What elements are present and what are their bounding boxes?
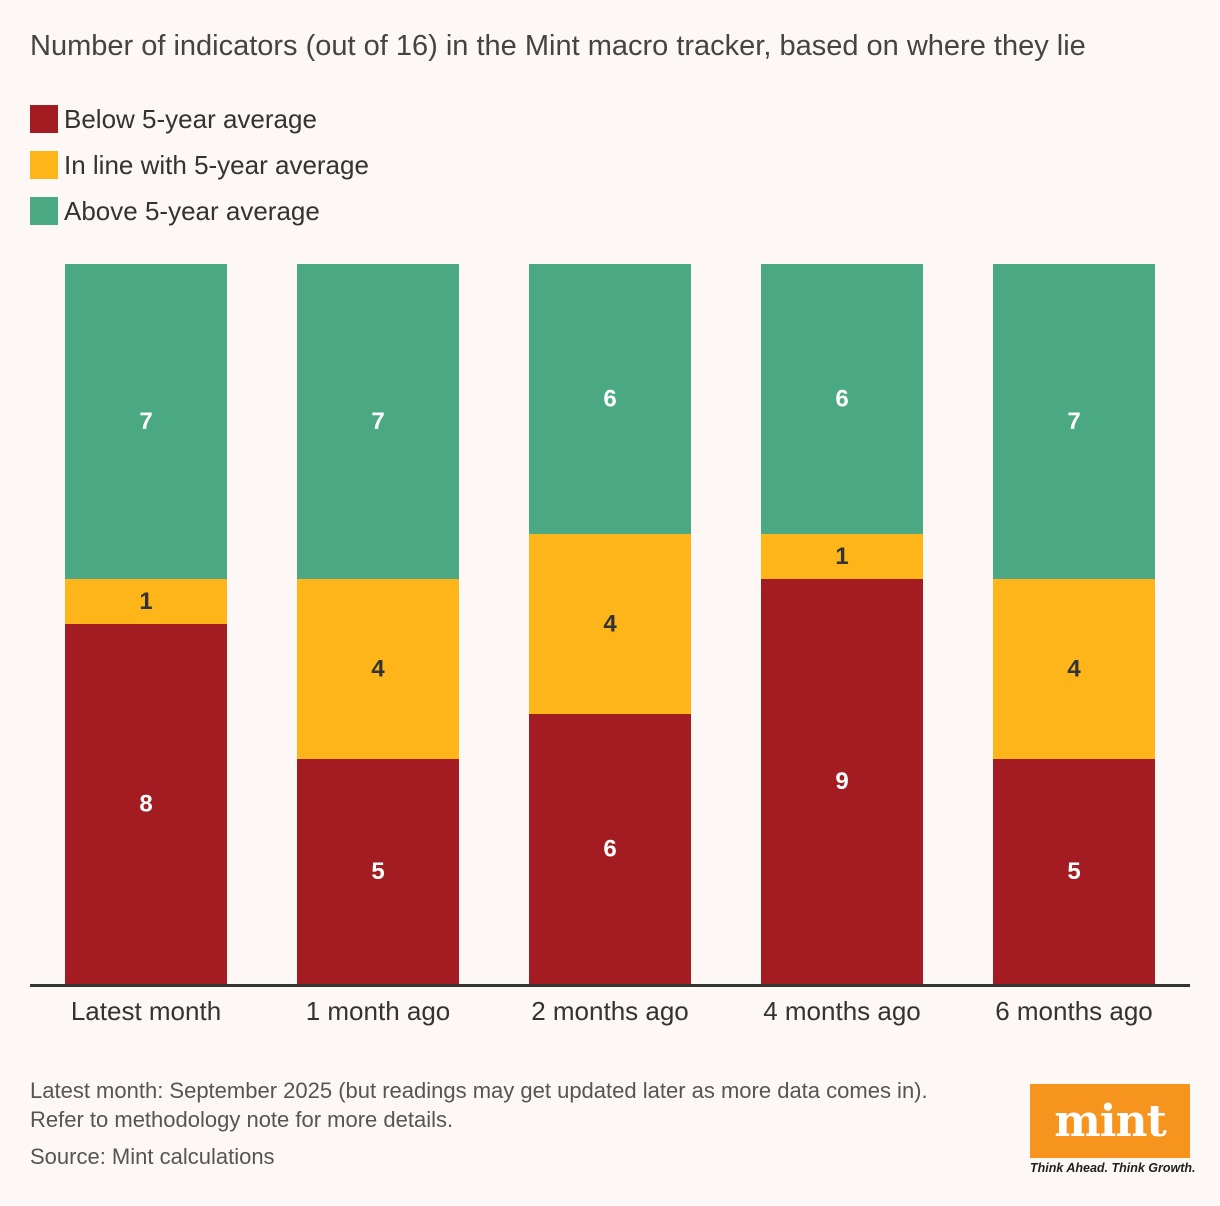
legend-label-inline: In line with 5-year average <box>64 149 369 180</box>
bar-segment-above-3 <box>529 264 691 534</box>
data-label-above-2: 7 <box>371 408 384 435</box>
data-label-below-2: 5 <box>371 858 384 885</box>
data-label-above-3: 6 <box>603 386 616 413</box>
data-label-inline-3: 4 <box>603 611 617 638</box>
data-label-below-3: 6 <box>603 836 616 863</box>
footnote: Latest month: September 2025 (but readin… <box>30 1076 928 1134</box>
bar-segment-inline-2 <box>297 579 459 759</box>
mint-logo: mint <box>1030 1084 1190 1158</box>
bar-segment-above-4 <box>761 264 923 534</box>
legend: Below 5-year average In line with 5-year… <box>30 96 369 234</box>
x-tick-label-4: 4 months ago <box>763 996 921 1026</box>
data-label-inline-4: 1 <box>835 543 848 570</box>
bar-segment-above-5 <box>993 264 1155 579</box>
stacked-bar-chart: 8 1 7 Latest month 5 4 7 1 month ago 6 4 6 2 months… <box>30 264 1190 1026</box>
data-label-inline-2: 4 <box>371 656 385 683</box>
bar-segment-inline-1 <box>65 579 227 624</box>
bar-segment-above-2 <box>297 264 459 579</box>
bar-segment-below-1 <box>65 624 227 984</box>
bar-segment-below-4 <box>761 579 923 984</box>
data-label-inline-5: 4 <box>1067 656 1081 683</box>
bar-segment-below-5 <box>993 759 1155 984</box>
data-label-above-1: 7 <box>139 408 152 435</box>
mint-logo-word: mint <box>1054 1095 1167 1147</box>
legend-item-below: Below 5-year average <box>30 96 369 142</box>
data-label-below-4: 9 <box>835 768 848 795</box>
x-tick-label-2: 1 month ago <box>306 996 451 1026</box>
source-note: Source: Mint calculations <box>30 1144 275 1169</box>
legend-item-inline: In line with 5-year average <box>30 142 369 188</box>
footnote-line-1: Latest month: September 2025 (but readin… <box>30 1078 928 1103</box>
legend-label-above: Above 5-year average <box>64 195 320 226</box>
bar-segment-inline-4 <box>761 534 923 579</box>
x-tick-label-1: Latest month <box>71 996 221 1026</box>
bar-segment-inline-5 <box>993 579 1155 759</box>
chart-title: Number of indicators (out of 16) in the … <box>30 30 1086 62</box>
data-label-inline-1: 1 <box>139 588 152 615</box>
bar-segment-above-1 <box>65 264 227 579</box>
legend-swatch-above <box>30 197 58 225</box>
x-tick-label-5: 6 months ago <box>995 996 1153 1026</box>
legend-swatch-below <box>30 105 58 133</box>
bar-segment-inline-3 <box>529 534 691 714</box>
bar-segment-below-3 <box>529 714 691 984</box>
data-label-below-1: 8 <box>139 791 152 818</box>
footnote-line-2: Refer to methodology note for more detai… <box>30 1107 454 1132</box>
x-tick-label-3: 2 months ago <box>531 996 689 1026</box>
bar-segment-below-2 <box>297 759 459 984</box>
data-label-below-5: 5 <box>1067 858 1080 885</box>
data-label-above-4: 6 <box>835 386 848 413</box>
data-label-above-5: 7 <box>1067 408 1080 435</box>
legend-swatch-inline <box>30 151 58 179</box>
legend-label-below: Below 5-year average <box>64 103 317 134</box>
legend-item-above: Above 5-year average <box>30 188 369 234</box>
mint-logo-tagline: Think Ahead. Think Growth. <box>1030 1161 1196 1175</box>
